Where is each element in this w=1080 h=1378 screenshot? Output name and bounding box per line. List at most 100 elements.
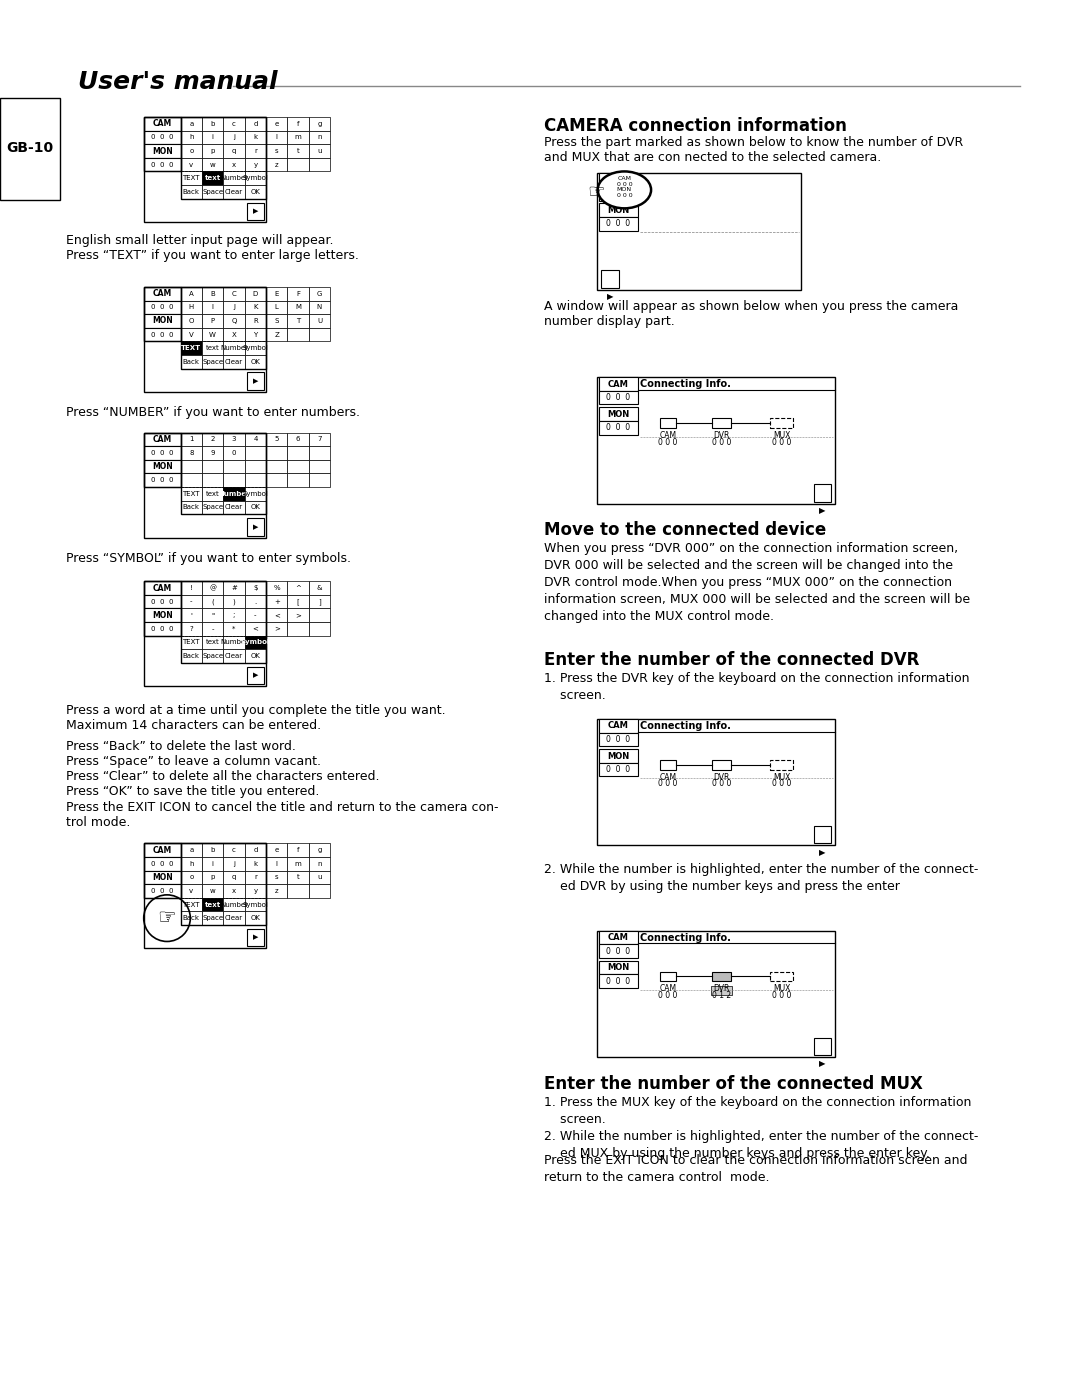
Text: t: t <box>297 875 299 881</box>
Bar <box>660 759 676 769</box>
Bar <box>599 960 638 974</box>
Bar <box>180 898 202 911</box>
Bar <box>266 158 287 171</box>
Bar <box>245 871 266 885</box>
Text: y: y <box>254 161 257 168</box>
Bar <box>224 500 245 514</box>
Text: Back: Back <box>183 653 200 659</box>
Bar <box>266 609 287 621</box>
Text: B: B <box>211 291 215 296</box>
Bar <box>245 843 266 857</box>
Bar <box>144 131 180 145</box>
Bar <box>602 270 619 288</box>
Bar <box>597 174 801 289</box>
Bar <box>202 287 224 300</box>
Bar <box>287 595 309 609</box>
Bar <box>266 582 287 595</box>
Text: Clear: Clear <box>225 504 243 510</box>
Text: p: p <box>211 875 215 881</box>
Text: n: n <box>318 135 322 141</box>
Bar <box>266 300 287 314</box>
Bar <box>224 300 245 314</box>
Bar <box>599 391 638 405</box>
Bar <box>180 582 266 663</box>
Bar <box>245 885 266 898</box>
Bar <box>287 328 309 342</box>
Text: q: q <box>232 875 237 881</box>
Text: d: d <box>253 121 257 127</box>
Bar <box>224 145 245 158</box>
Bar <box>224 871 245 885</box>
Bar <box>202 609 224 621</box>
Text: Press the EXIT ICON to cancel the title and return to the camera con-
trol mode.: Press the EXIT ICON to cancel the title … <box>66 801 499 828</box>
Bar <box>144 287 180 342</box>
Bar <box>287 314 309 328</box>
Text: 5: 5 <box>274 437 279 442</box>
Text: CAM: CAM <box>608 933 629 943</box>
Bar <box>309 117 330 131</box>
Bar <box>711 987 732 995</box>
Text: 0  0  0: 0 0 0 <box>151 135 174 141</box>
Text: When you press “DVR 000” on the connection information screen,
DVR 000 will be s: When you press “DVR 000” on the connecti… <box>544 543 970 623</box>
Text: CAM: CAM <box>660 431 677 440</box>
Text: Enter the number of the connected MUX: Enter the number of the connected MUX <box>544 1075 922 1093</box>
Bar <box>202 158 224 171</box>
Bar <box>266 328 287 342</box>
Bar <box>202 171 224 185</box>
Bar <box>597 930 835 1057</box>
Text: s: s <box>275 875 279 881</box>
Bar <box>266 446 287 460</box>
Text: 8: 8 <box>189 451 193 456</box>
Text: F: F <box>296 291 300 296</box>
Bar <box>224 460 245 474</box>
Bar <box>266 871 287 885</box>
Text: CAM: CAM <box>152 846 172 854</box>
Bar <box>180 857 202 871</box>
Text: CAM: CAM <box>152 583 172 593</box>
Text: g: g <box>318 121 322 127</box>
Text: J: J <box>233 305 235 310</box>
Bar <box>245 635 266 649</box>
Text: Connecting Info.: Connecting Info. <box>640 933 731 943</box>
Bar <box>599 974 638 988</box>
Bar <box>144 474 180 486</box>
Text: O: O <box>189 318 194 324</box>
Bar <box>660 971 676 981</box>
Bar <box>180 287 202 300</box>
Text: 0 0 0: 0 0 0 <box>712 437 731 446</box>
Text: (: ( <box>212 598 214 605</box>
Text: 9: 9 <box>211 451 215 456</box>
Text: -: - <box>190 598 192 605</box>
Text: Enter the number of the connected DVR: Enter the number of the connected DVR <box>544 652 919 670</box>
Text: .: . <box>254 598 257 605</box>
Bar <box>224 911 245 925</box>
Bar <box>309 871 330 885</box>
Bar <box>245 185 266 198</box>
Text: MON: MON <box>152 872 173 882</box>
Text: P: P <box>211 318 215 324</box>
Text: 0  0  0: 0 0 0 <box>151 451 174 456</box>
Bar <box>180 171 202 185</box>
Text: MUX: MUX <box>773 431 791 440</box>
Bar <box>202 582 224 595</box>
Text: w: w <box>210 161 216 168</box>
Text: Space: Space <box>202 189 224 194</box>
Text: *: * <box>232 626 235 631</box>
Bar <box>770 971 794 981</box>
Text: 0  0  0: 0 0 0 <box>151 861 174 867</box>
Text: 0  0  0: 0 0 0 <box>151 477 174 484</box>
Text: m: m <box>295 135 301 141</box>
Text: 0 0 0: 0 0 0 <box>772 780 792 788</box>
Bar <box>144 117 266 222</box>
Text: User's manual: User's manual <box>78 70 278 95</box>
Text: Symbol: Symbol <box>242 175 268 182</box>
Bar <box>266 621 287 635</box>
Text: MUX: MUX <box>773 773 791 781</box>
Bar <box>266 474 287 486</box>
Text: Y: Y <box>253 332 257 338</box>
Bar <box>202 898 224 911</box>
Bar <box>180 446 202 460</box>
Text: l: l <box>275 135 278 141</box>
Bar <box>309 474 330 486</box>
Text: MON: MON <box>152 317 173 325</box>
